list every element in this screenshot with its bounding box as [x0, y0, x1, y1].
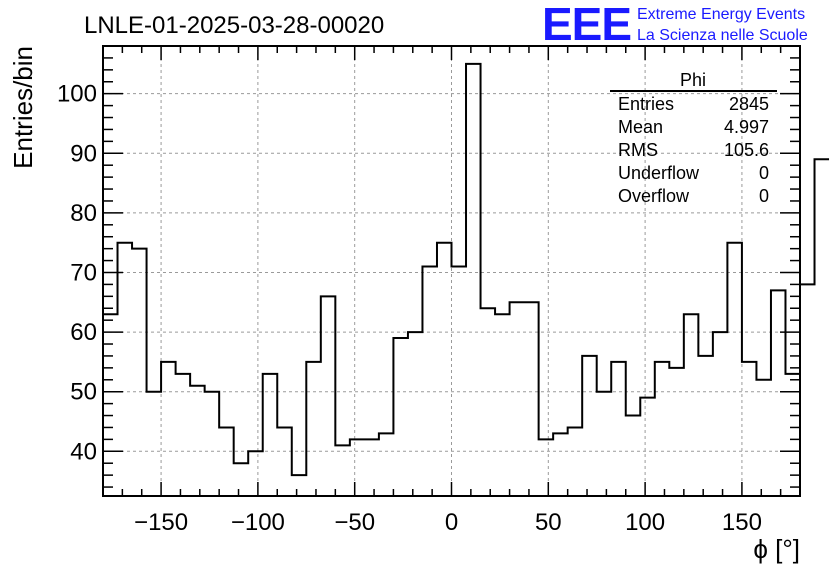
stats-value: 0 — [759, 186, 769, 206]
histogram-bin — [727, 243, 742, 496]
histogram-bin — [771, 290, 786, 496]
x-tick-label: 150 — [722, 509, 762, 536]
y-tick-label: 90 — [70, 140, 97, 167]
stats-label: Overflow — [618, 186, 690, 206]
x-tick-labels: −150 −100 −50 0 50 100 150 — [134, 509, 762, 536]
histogram-bin — [481, 308, 496, 496]
histogram-bin — [742, 362, 757, 496]
histogram-bin — [335, 445, 350, 496]
histogram-bin — [393, 338, 408, 496]
histogram-bin — [190, 386, 205, 496]
stats-label: Underflow — [618, 163, 700, 183]
histogram-bin — [510, 302, 525, 496]
histogram-bin — [263, 374, 278, 496]
histogram-bin — [524, 302, 539, 496]
run-title: LNLE-01-2025-03-28-00020 — [84, 12, 384, 39]
grid-lines — [103, 46, 800, 496]
histogram-bin — [553, 433, 568, 496]
axis-ticks — [102, 45, 801, 496]
y-tick-label: 50 — [70, 379, 97, 406]
histogram-bin — [597, 392, 612, 496]
histogram-bin — [611, 362, 626, 496]
stats-label: Entries — [618, 94, 674, 114]
y-tick-label: 60 — [70, 319, 97, 346]
histogram-bin — [161, 362, 176, 496]
histogram-bin — [132, 249, 147, 496]
histogram-bin — [118, 243, 133, 496]
org-name-line2: La Scienza nelle Scuole — [637, 27, 808, 44]
x-tick-label: 100 — [625, 509, 665, 536]
histogram-bin — [800, 284, 815, 496]
histogram-bin — [321, 296, 336, 496]
stats-value: 2845 — [729, 94, 769, 114]
histogram-bin — [205, 392, 220, 496]
x-tick-label: 0 — [445, 509, 458, 536]
histogram-bin — [452, 267, 467, 496]
y-tick-label: 80 — [70, 200, 97, 227]
histogram-bin — [640, 398, 655, 496]
y-tick-label: 40 — [70, 438, 97, 465]
histogram-bin — [364, 439, 379, 496]
stats-label: RMS — [618, 140, 658, 160]
y-tick-label: 100 — [57, 81, 97, 108]
x-tick-label: −100 — [231, 509, 285, 536]
stats-title: Phi — [680, 70, 706, 90]
stats-value: 105.6 — [724, 140, 769, 160]
eee-logo: EEE — [542, 0, 631, 50]
histogram-bin — [379, 433, 394, 496]
histogram-bin — [408, 332, 423, 496]
histogram-bin — [626, 416, 641, 496]
histogram-bin — [147, 392, 162, 496]
histogram-bin — [582, 356, 597, 496]
histogram-bin — [466, 64, 481, 496]
x-tick-label: −50 — [334, 509, 375, 536]
y-tick-label: 70 — [70, 259, 97, 286]
histogram-bin — [568, 427, 583, 496]
stats-rows: Entries 2845 Mean 4.997 RMS 105.6 Underflow 0 Ov… — [618, 94, 769, 206]
histogram-bin — [350, 439, 365, 496]
histogram-bin — [292, 475, 307, 496]
histogram-bin — [756, 380, 771, 496]
org-name-line1: Extreme Energy Events — [637, 6, 805, 23]
histogram-bin — [437, 243, 452, 496]
histogram-bin — [698, 356, 713, 496]
stats-value: 4.997 — [724, 117, 769, 137]
stats-value: 0 — [759, 163, 769, 183]
x-tick-label: −150 — [134, 509, 188, 536]
histogram-bin — [684, 314, 699, 496]
stats-label: Mean — [618, 117, 663, 137]
histogram-bin — [539, 439, 554, 496]
histogram-bin — [103, 314, 118, 496]
histogram-bin — [655, 362, 670, 496]
y-axis-label: Entries/bin — [8, 46, 38, 169]
stats-box: Phi Entries 2845 Mean 4.997 RMS 105.6 Underflo… — [610, 70, 777, 206]
histogram-bin — [277, 427, 292, 496]
x-axis-label: ϕ [°] — [753, 534, 800, 564]
histogram-bin — [248, 451, 263, 496]
histogram-bin — [815, 159, 830, 496]
y-tick-labels: 40 50 60 70 80 90 100 — [57, 81, 97, 466]
histogram-bin — [669, 368, 684, 496]
histogram-bin — [306, 362, 321, 496]
histogram-bin — [219, 427, 234, 496]
histogram-bin — [234, 463, 249, 496]
histogram-bin — [495, 314, 510, 496]
histogram-bin — [713, 332, 728, 496]
x-tick-label: 50 — [535, 509, 562, 536]
histogram-bin — [422, 267, 437, 496]
histogram-outline — [103, 62, 830, 477]
